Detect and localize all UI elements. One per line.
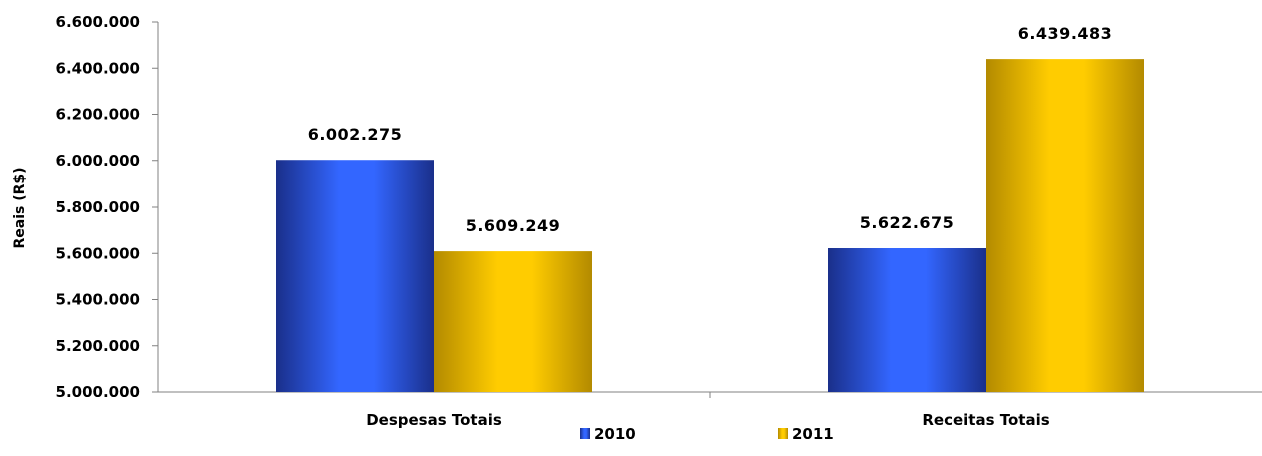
- y-tick-label: 6.200.000: [56, 106, 140, 124]
- bars: [276, 59, 1144, 392]
- y-tick-label: 5.000.000: [56, 383, 140, 401]
- legend-label: 2010: [594, 425, 636, 443]
- bar-2010-1: [828, 248, 986, 392]
- data-labels: 6.002.275 5.609.249 5.622.675 6.439.483: [308, 24, 1113, 235]
- axes: 5.000.000 5.200.000 5.400.000 5.600.000 5.80…: [56, 13, 1262, 429]
- legend-swatch: [778, 428, 788, 439]
- bar-2010-0: [276, 160, 434, 392]
- legend-swatch: [580, 428, 590, 439]
- legend: 2010 2011: [580, 425, 834, 443]
- data-label: 6.002.275: [308, 125, 403, 144]
- legend-label: 2011: [792, 425, 834, 443]
- y-axis-title: Reais (R$): [12, 167, 28, 248]
- y-tick-label: 6.000.000: [56, 152, 140, 170]
- data-label: 6.439.483: [1018, 24, 1113, 43]
- y-tick-label: 6.600.000: [56, 13, 140, 31]
- y-tick-label: 5.800.000: [56, 198, 140, 216]
- data-label: 5.622.675: [860, 213, 955, 232]
- y-tick-label: 6.400.000: [56, 59, 140, 77]
- x-category-label: Despesas Totais: [366, 411, 502, 429]
- y-tick-label: 5.600.000: [56, 244, 140, 262]
- bar-2011-0: [434, 251, 592, 392]
- y-tick-label: 5.400.000: [56, 291, 140, 309]
- x-category-label: Receitas Totais: [922, 411, 1049, 429]
- data-label: 5.609.249: [466, 216, 561, 235]
- y-tick-label: 5.200.000: [56, 337, 140, 355]
- bar-2011-1: [986, 59, 1144, 392]
